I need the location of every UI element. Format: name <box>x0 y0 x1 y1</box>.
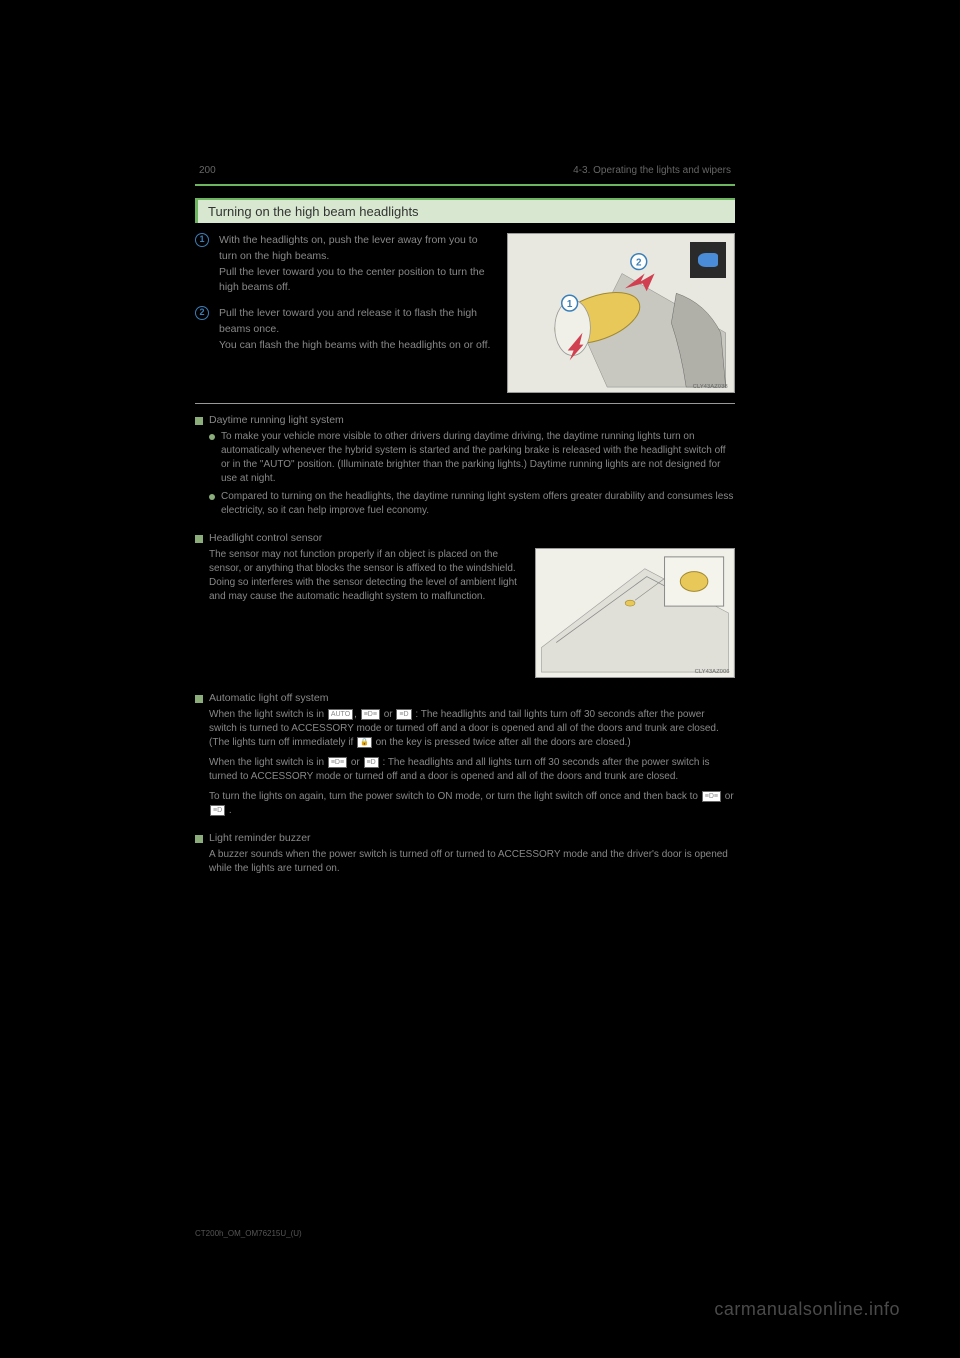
square-bullet-icon <box>195 835 203 843</box>
step-2-line1: Pull the lever toward you and <box>219 307 354 319</box>
divider <box>195 403 735 404</box>
reminder-body: A buzzer sounds when the power switch is… <box>209 848 735 876</box>
auto-off-p1-before: When the light switch is in <box>209 709 327 720</box>
headlight-icon: ≡D <box>210 805 225 816</box>
auto-off-heading: Automatic light off system <box>209 692 328 704</box>
step-1-number: 1 <box>195 233 209 247</box>
highbeam-indicator-icon <box>690 242 726 278</box>
highbeam-icon <box>698 253 718 267</box>
auto-icon: AUTO <box>328 709 353 720</box>
headlight-icon: ≡D <box>364 757 379 768</box>
svg-text:2: 2 <box>636 258 642 269</box>
sensor-row: The sensor may not function properly if … <box>195 548 735 678</box>
page-header: 200 4-3. Operating the lights and wipers <box>195 165 735 176</box>
page-number: 200 <box>199 165 216 176</box>
dot-bullet-icon <box>209 494 215 500</box>
auto-off-p3-end: . <box>229 805 232 816</box>
sensor-diagram: CLY43AZ006 <box>535 548 735 678</box>
sensor-heading: Headlight control sensor <box>209 532 322 544</box>
step-1: 1 With the headlights on, push the lever… <box>195 233 495 296</box>
auto-off-section: Automatic light off system When the ligh… <box>195 692 735 818</box>
drl-bullet-1: To make your vehicle more visible to oth… <box>209 430 735 486</box>
sensor-heading-row: Headlight control sensor <box>195 532 735 544</box>
drl-heading-row: Daytime running light system <box>195 414 735 426</box>
sensor-body: The sensor may not function properly if … <box>209 548 523 678</box>
drl-bullet-2: Compared to turning on the headlights, t… <box>209 490 735 518</box>
sensor-section: Headlight control sensor The sensor may … <box>195 532 735 678</box>
watermark: carmanualsonline.info <box>714 1299 900 1320</box>
reminder-heading-row: Light reminder buzzer <box>195 832 735 844</box>
section-title: Turning on the high beam headlights <box>195 198 735 223</box>
dot-bullet-icon <box>209 434 215 440</box>
headlight-icon: ≡D <box>396 709 411 720</box>
step-2: 2 Pull the lever toward you and release … <box>195 306 495 353</box>
step-1-line1: With the headlights on, push the <box>219 234 369 246</box>
drl-bullet-2-text: Compared to turning on the headlights, t… <box>221 490 735 518</box>
auto-off-p3-mid: or <box>725 791 734 802</box>
drl-section: Daytime running light system To make you… <box>195 414 735 518</box>
auto-off-p2-before: When the light switch is in <box>209 757 327 768</box>
doc-reference: CT200h_OM_OM76215U_(U) <box>195 1229 302 1238</box>
auto-off-p1-end: on the key is pressed twice after all th… <box>376 737 631 748</box>
drl-bullet-1-text: To make your vehicle more visible to oth… <box>221 430 735 486</box>
parking-light-icon: ≡D≡ <box>361 709 380 720</box>
svg-text:CLY43AZ038: CLY43AZ038 <box>693 384 729 390</box>
svg-text:CLY43AZ006: CLY43AZ006 <box>695 669 731 675</box>
square-bullet-icon <box>195 535 203 543</box>
lock-icon: 🔒 <box>357 737 372 748</box>
parking-light-icon: ≡D≡ <box>702 791 721 802</box>
step-2-line3: You can flash the high beams with the he… <box>219 339 490 351</box>
section-ref: 4-3. Operating the lights and wipers <box>573 165 731 176</box>
manual-page: 200 4-3. Operating the lights and wipers… <box>195 165 735 890</box>
square-bullet-icon <box>195 695 203 703</box>
lever-diagram: 1 2 CLY43AZ038 <box>507 233 735 393</box>
step-1-line3: Pull the lever toward you to the center … <box>219 266 485 294</box>
auto-off-p2-mid: or <box>351 757 363 768</box>
auto-off-p1-mid: or <box>384 709 396 720</box>
auto-off-p2: When the light switch is in ≡D≡ or ≡D : … <box>209 756 735 784</box>
lever-content-row: 1 With the headlights on, push the lever… <box>195 233 735 393</box>
square-bullet-icon <box>195 417 203 425</box>
reminder-section: Light reminder buzzer A buzzer sounds wh… <box>195 832 735 876</box>
auto-off-p3: To turn the lights on again, turn the po… <box>209 790 735 818</box>
auto-off-p3-text: To turn the lights on again, turn the po… <box>209 791 701 802</box>
header-rule <box>195 184 735 186</box>
sensor-svg: CLY43AZ006 <box>536 549 734 677</box>
reminder-heading: Light reminder buzzer <box>209 832 311 844</box>
parking-light-icon: ≡D≡ <box>328 757 347 768</box>
lever-steps: 1 With the headlights on, push the lever… <box>195 233 495 393</box>
auto-off-heading-row: Automatic light off system <box>195 692 735 704</box>
auto-off-p1: When the light switch is in AUTO, ≡D≡ or… <box>209 708 735 750</box>
svg-text:1: 1 <box>567 299 573 310</box>
drl-heading: Daytime running light system <box>209 414 344 426</box>
step-2-number: 2 <box>195 306 209 320</box>
